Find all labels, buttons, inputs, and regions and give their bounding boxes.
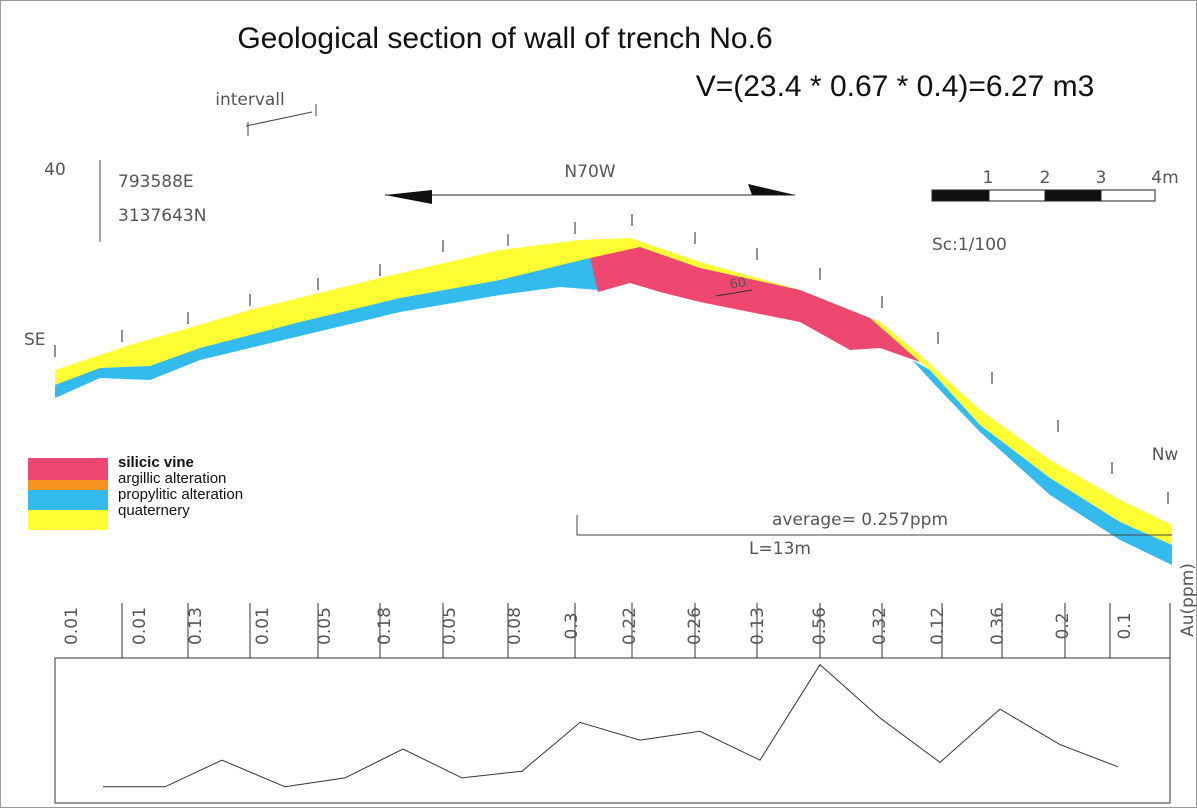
- legend-label: argillic alteration: [118, 470, 226, 487]
- au-value: 0.13: [748, 607, 768, 645]
- au-value: 0.26: [685, 607, 705, 645]
- legend-swatch: [28, 510, 108, 530]
- scale: Sc:1/100: [932, 235, 1007, 255]
- au-value: 0.01: [130, 607, 150, 645]
- legend-swatch: [28, 480, 108, 490]
- legend-swatch: [28, 490, 108, 510]
- au-value: 0.05: [315, 607, 335, 645]
- legend-swatch: [28, 458, 108, 480]
- end-label: Nw: [1152, 445, 1179, 465]
- volume: V=(23.4 * 0.67 * 0.4)=6.27 m3: [696, 70, 1095, 103]
- average: average= 0.257ppm: [772, 510, 948, 530]
- au-value: 0.22: [620, 607, 640, 645]
- northing: 3137643N: [118, 206, 206, 226]
- au-value: 0.1: [1115, 612, 1135, 639]
- scale-bar: [932, 190, 1155, 201]
- au-value: 0.2: [1053, 612, 1073, 639]
- scale-label: 2: [1040, 168, 1051, 188]
- au-value: 0.12: [928, 607, 948, 645]
- au-value: 0.36: [988, 607, 1008, 645]
- legend-label: quaternery: [118, 502, 190, 519]
- scale-label: 3: [1096, 168, 1107, 188]
- au-value: 0.32: [870, 607, 890, 645]
- title: Geological section of wall of trench No.…: [237, 22, 772, 55]
- au-value: 0.13: [186, 607, 206, 645]
- au-value: 0.05: [440, 607, 460, 645]
- legend-label: propylitic alteration: [118, 486, 243, 503]
- au-value: 0.01: [253, 607, 273, 645]
- au-value: 0.18: [375, 607, 395, 645]
- au-label: Au(ppm): [1178, 563, 1197, 637]
- direction: N70W: [564, 162, 615, 182]
- scale-label: 4m: [1151, 168, 1178, 188]
- interval-label: intervall: [215, 90, 285, 110]
- easting: 793588E: [118, 172, 194, 192]
- legend-label: silicic vine: [118, 454, 194, 471]
- page: Geological section of wall of trench No.…: [0, 0, 1197, 808]
- station: 40: [44, 160, 66, 180]
- au-value: 0.56: [810, 607, 830, 645]
- au-value: 0.3: [562, 612, 582, 639]
- dip: 60: [729, 275, 748, 293]
- scale-label: 1: [983, 168, 994, 188]
- frame: [1, 1, 1197, 808]
- au-value: 0.08: [505, 607, 525, 645]
- start-label: SE: [24, 330, 46, 350]
- length: L=13m: [749, 539, 811, 559]
- au-value: 0.01: [62, 607, 82, 645]
